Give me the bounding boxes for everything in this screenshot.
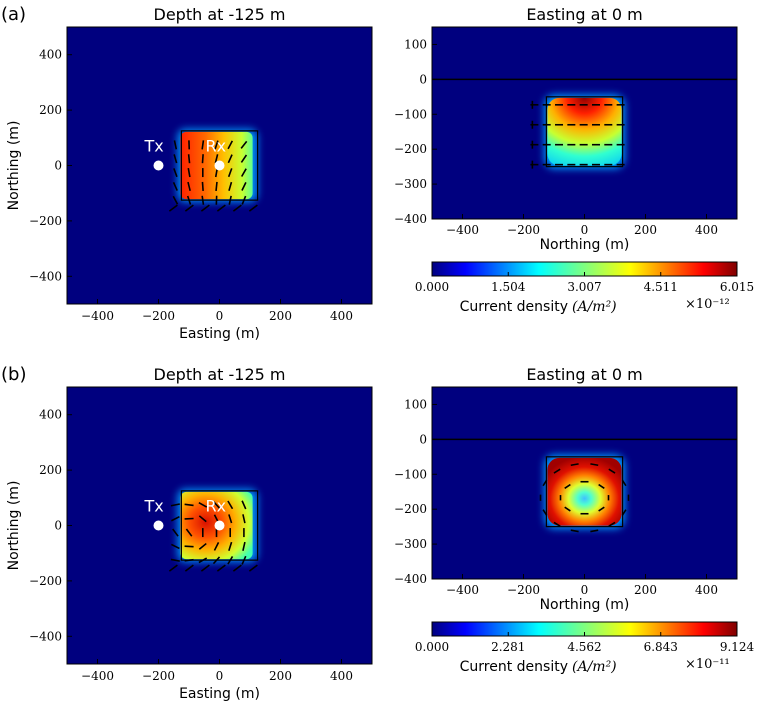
section-xlabel: Northing (m): [540, 597, 630, 613]
plan-ylabel: Northing (m): [6, 481, 22, 571]
rx-marker: [215, 161, 225, 171]
plan-xtick-label: 400: [330, 309, 353, 323]
section-xtick-label: 400: [695, 223, 718, 237]
colorbar-tick-label: 4.562: [567, 640, 601, 654]
plan-xlabel: Easting (m): [179, 326, 260, 342]
section-xtick-label: 200: [634, 583, 657, 597]
plan-ytick-label: 0: [54, 519, 62, 533]
colorbar-tick-label: 6.843: [644, 640, 678, 654]
colorbar-exponent: ×10⁻¹¹: [685, 657, 730, 672]
plan-xtick-label: 0: [216, 669, 224, 683]
tx-label: Tx: [144, 137, 164, 156]
current-arrow: [189, 154, 190, 163]
section-ytick-label: −400: [394, 572, 427, 586]
section-ytick-label: −300: [394, 537, 427, 551]
rx-label: Rx: [206, 137, 227, 156]
colorbar-exponent: ×10⁻¹²: [685, 297, 730, 312]
section-xtick-label: 0: [581, 223, 589, 237]
section-xtick-label: −400: [446, 223, 479, 237]
colorbar-unit: (A/m²): [572, 659, 617, 675]
section-xlabel: Northing (m): [540, 237, 630, 253]
plan-xtick-label: −400: [81, 309, 114, 323]
section-ytick-label: 100: [404, 37, 427, 51]
plan-title: Depth at -125 m: [154, 365, 286, 384]
section-ytick-label: −100: [394, 467, 427, 481]
section-anomaly: [547, 458, 621, 526]
current-arrow: [202, 182, 203, 191]
colorbar-tick-label: 0.000: [415, 280, 449, 294]
section-xtick-label: 0: [581, 583, 589, 597]
colorbar-tick-label: 1.504: [491, 280, 526, 294]
plan-ytick-label: 200: [39, 103, 62, 117]
rx-marker: [215, 521, 225, 531]
section-ytick-label: −400: [394, 212, 427, 226]
rx-label: Rx: [206, 497, 227, 516]
panel-label: (a): [1, 4, 26, 25]
colorbar-tick-label: 2.281: [491, 640, 525, 654]
panel-b: (b) Depth at -125 m Tx Rx −400 −200 0 200 400 400…: [1, 364, 755, 702]
section-ytick-label: −200: [394, 142, 427, 156]
current-arrow: [185, 560, 194, 561]
section-ytick-label: −100: [394, 107, 427, 121]
tx-marker: [154, 161, 164, 171]
section-xtick-label: −400: [446, 583, 479, 597]
panel-label: (b): [1, 364, 26, 385]
plan-ytick-label: −400: [29, 629, 62, 643]
current-arrow: [202, 154, 203, 163]
colorbar-tick-label: 3.007: [567, 280, 601, 294]
section-ytick-label: −200: [394, 502, 427, 516]
section-ytick-label: 0: [419, 432, 427, 446]
plan-ytick-label: −200: [29, 214, 62, 228]
colorbar-tick-label: 0.000: [415, 640, 449, 654]
plan-ytick-label: 0: [54, 159, 62, 173]
plan-ytick-label: 200: [39, 463, 62, 477]
current-arrow: [216, 182, 217, 191]
plan-ytick-label: 400: [39, 48, 62, 62]
current-arrow: [185, 504, 194, 505]
colorbar-tick-label: 6.015: [720, 280, 754, 294]
colorbar-label: Current density: [460, 659, 568, 675]
colorbar-label: Current density: [460, 299, 568, 315]
section-ytick-label: −300: [394, 177, 427, 191]
section-anomaly: [547, 98, 621, 166]
plan-xtick-label: 200: [269, 309, 292, 323]
section-ytick-label: 100: [404, 397, 427, 411]
section-ytick-label: 0: [419, 72, 427, 86]
section-title: Easting at 0 m: [526, 5, 642, 24]
section-xtick-label: −200: [507, 223, 540, 237]
plan-ytick-label: −400: [29, 269, 62, 283]
plan-xtick-label: −200: [142, 669, 175, 683]
plan-ytick-label: 400: [39, 408, 62, 422]
plan-xlabel: Easting (m): [179, 686, 260, 702]
tx-label: Tx: [144, 497, 164, 516]
section-title: Easting at 0 m: [526, 365, 642, 384]
plan-xtick-label: 400: [330, 669, 353, 683]
section-xtick-label: −200: [507, 583, 540, 597]
section-xtick-label: 400: [695, 583, 718, 597]
plan-xtick-label: 0: [216, 309, 224, 323]
plan-xtick-label: −200: [142, 309, 175, 323]
plan-xtick-label: 200: [269, 669, 292, 683]
section-xtick-label: 200: [634, 223, 657, 237]
plan-title: Depth at -125 m: [154, 5, 286, 24]
plan-ylabel: Northing (m): [6, 121, 22, 211]
plan-xtick-label: −400: [81, 669, 114, 683]
plan-ytick-label: −200: [29, 574, 62, 588]
colorbar-unit: (A/m²): [572, 299, 617, 315]
tx-marker: [154, 521, 164, 531]
colorbar-tick-label: 9.124: [720, 640, 755, 654]
panel-a: (a) Depth at -125 m Tx Rx −400 −200 0 200 400 400…: [1, 4, 754, 342]
colorbar-tick-label: 4.511: [644, 280, 678, 294]
